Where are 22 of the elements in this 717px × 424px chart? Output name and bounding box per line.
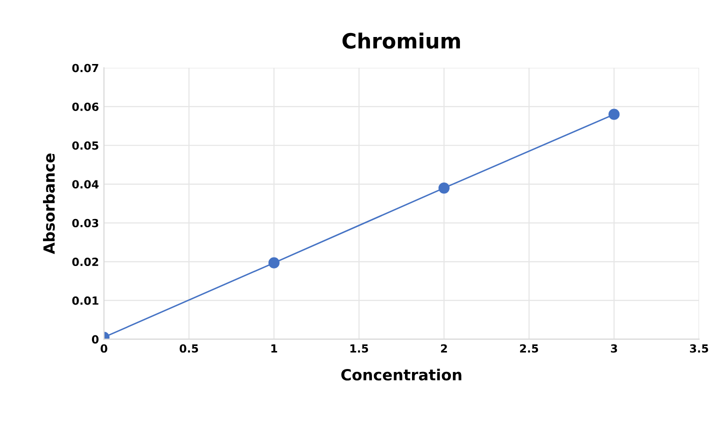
point (268, 257, 280, 268)
y-tick-label: 0.02 (72, 258, 98, 266)
x-tick-label: 2.5 (520, 344, 538, 353)
y-tick-label: 0.01 (72, 296, 98, 305)
x-tick-label: 3 (610, 344, 618, 353)
x-tick-label: 0.5 (180, 344, 198, 353)
x-axis-title: Concentration (341, 368, 462, 381)
x-tick-label: 0 (100, 344, 108, 353)
y-tick-label: 0.07 (72, 64, 98, 72)
x-tick-label: 3.5 (690, 344, 708, 353)
point (438, 182, 450, 194)
y-tick-label: 0.03 (72, 218, 98, 228)
y-tick-label: 0 (92, 335, 99, 344)
x-tick-label: 2 (441, 344, 447, 353)
y-tick-label: 0.06 (72, 102, 99, 111)
y-tick-label: 0.04 (72, 180, 99, 189)
y-tick-label: 0.05 (72, 141, 98, 150)
point (608, 108, 620, 120)
x-tick-label: 1 (271, 344, 278, 353)
chart-title: Chromium (342, 32, 460, 49)
y-axis-title: Absorbance (43, 154, 55, 254)
x-tick-label: 1.5 (350, 344, 368, 353)
